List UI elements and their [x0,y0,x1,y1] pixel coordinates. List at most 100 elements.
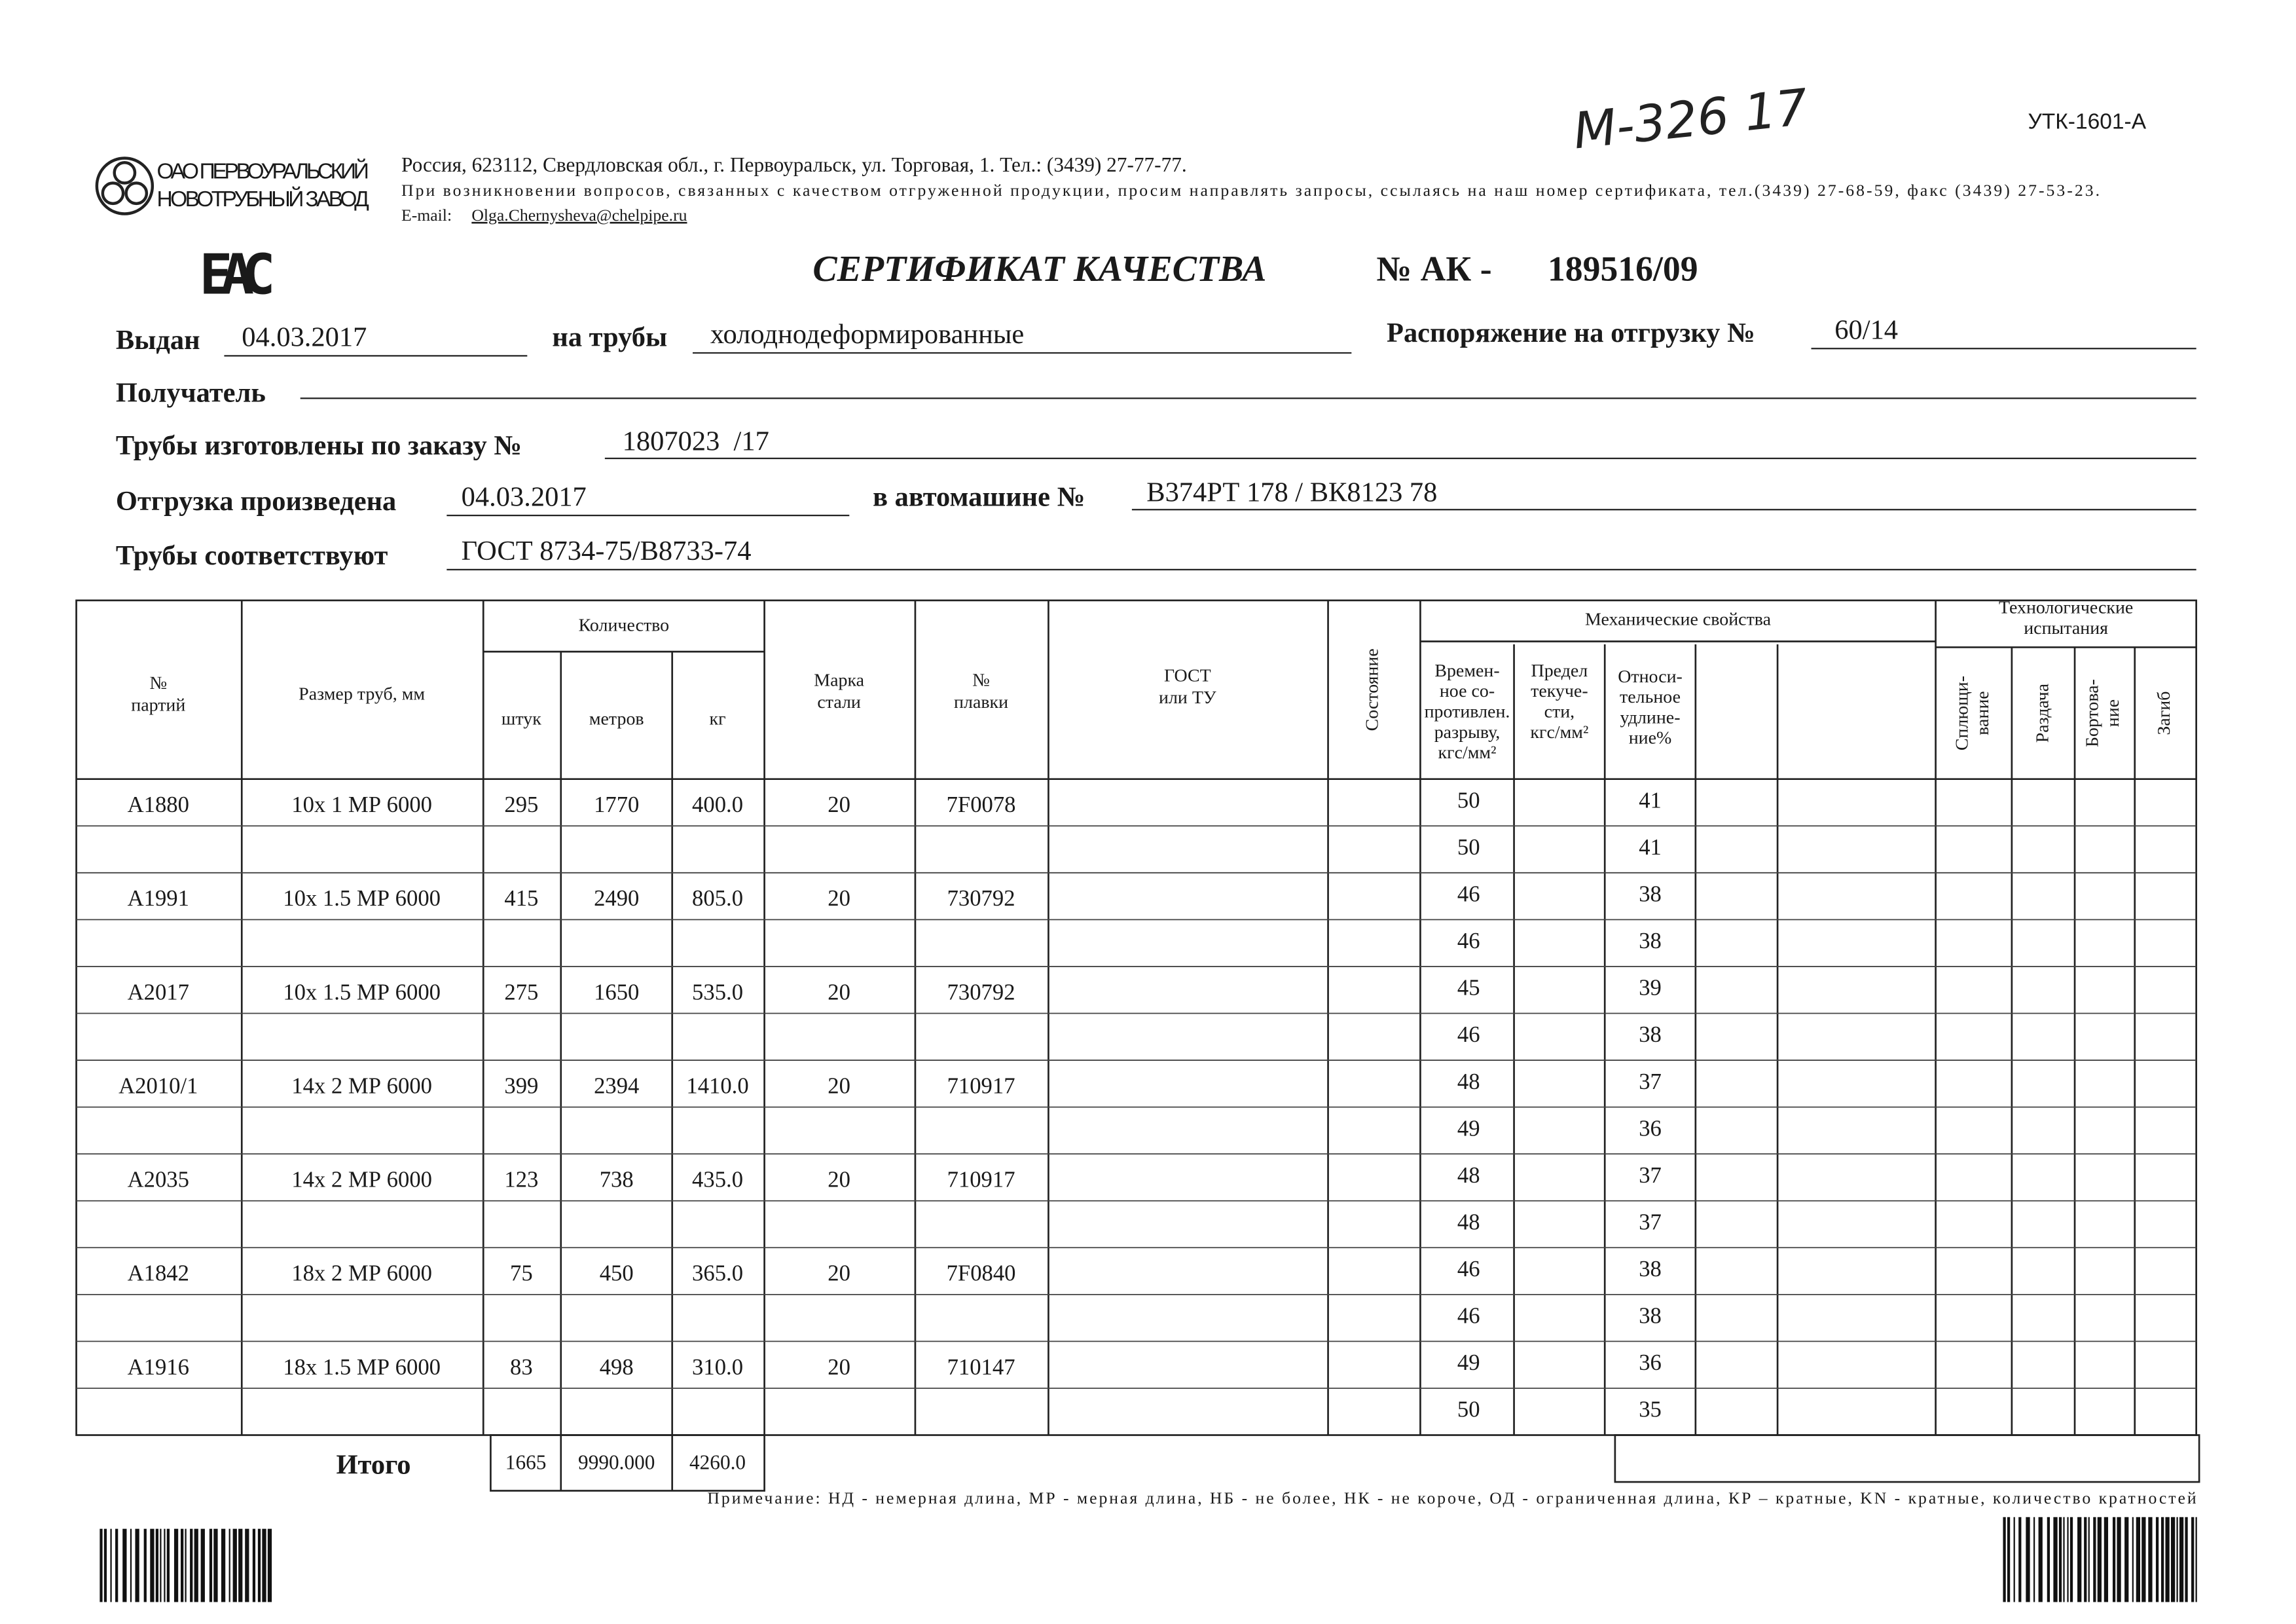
header-cell: Бортова- [2083,679,2103,747]
header-cell: Относи- [1618,667,1683,687]
barcode-bar [2141,1517,2146,1602]
barcode-bar [209,1528,213,1602]
barcode-bar [2136,1517,2141,1602]
table-cell: кг [710,709,726,729]
header-cell: Сплющи- [1952,676,1973,750]
eac-mark: ЕАС [199,242,275,307]
table-cell: 805.0 [692,886,743,911]
table-cell: 400.0 [692,792,743,817]
table-cell: 41 [1639,788,1662,813]
barcode-bar [2047,1517,2050,1602]
barcode-bar [221,1528,226,1602]
barcode-bar [2026,1517,2030,1602]
form-code: УТК-1601-А [2028,110,2146,134]
table-cell: 38 [1639,882,1662,907]
barcode-bar [2058,1517,2062,1602]
table-cell: 37 [1639,1069,1662,1094]
table-cell: штук [501,709,541,729]
table-cell: 50 [1457,788,1480,813]
table-cell: 9990.000 [578,1450,655,1473]
table-cell: 730792 [947,980,1015,1005]
barcode-bar [2093,1517,2096,1602]
header-cell: плавки [954,692,1008,712]
table-cell: 20 [828,1261,850,1286]
table-cell: 50 [1457,835,1480,860]
table-cell: 710917 [947,1073,1015,1098]
header-cell: удлине- [1620,707,1681,728]
table-cell: 50 [1457,1397,1480,1422]
table-cell: 10х 1 МР 6000 [291,792,432,817]
table-cell: 730792 [947,886,1015,911]
table-cell: Итого [337,1449,411,1480]
header-cell: № [149,673,167,693]
table-cell: 46 [1457,882,1480,907]
field-label: Распоряжение на отгрузку № [1387,318,1755,348]
barcode-bar [257,1528,261,1602]
barcode-bar [2088,1517,2090,1602]
table-cell: А1991 [128,886,189,911]
table-cell: 20 [828,1073,850,1098]
email: Olga.Chernysheva@chelpipe.ru [471,206,687,225]
header-cell: № [972,670,990,690]
table-cell: А1880 [128,792,189,817]
barcode-bar [2176,1517,2178,1602]
barcode-bar [164,1528,166,1602]
barcode-bar [110,1528,112,1602]
barcodes [100,1517,2197,1602]
header-cell: Марка [814,670,864,690]
barcode-bar [232,1528,237,1602]
barcode-bar [130,1528,132,1602]
table-cell: А1916 [128,1355,189,1380]
table-cell: А2035 [128,1168,189,1192]
table-cell: 1410.0 [686,1073,748,1098]
barcode-bar [213,1528,218,1602]
table-cell: 38 [1639,1022,1662,1047]
field-label: Трубы соответствуют [116,540,388,571]
header-cell: ние [2103,699,2123,727]
table-cell: 14х 2 МР 6000 [291,1073,432,1098]
logo [95,157,155,215]
table-cell: 46 [1457,1022,1480,1047]
table-cell: 365.0 [692,1261,743,1286]
email-label: E-mail: [401,206,452,225]
field-value: холоднодеформированные [710,319,1024,350]
barcode-bar [135,1528,139,1602]
table-cell: 435.0 [692,1168,743,1192]
header-cell: текуче- [1531,681,1588,701]
number-label: № АК - [1376,249,1491,288]
header-cell: вание [1973,691,1993,735]
table-cell: 35 [1639,1397,1662,1422]
barcode-bar [2033,1517,2035,1602]
total-box [490,1434,765,1492]
table-cell: 45 [1457,976,1480,1001]
barcode-bar [2179,1517,2184,1602]
company-address: Россия, 623112, Свердловская обл., г. Пе… [401,153,1187,176]
barcode-bar [166,1528,170,1602]
barcode-bar [2165,1517,2170,1602]
table-cell: 38 [1639,929,1662,953]
table-cell: 4260.0 [689,1450,746,1473]
barcode-bar [2003,1517,2006,1602]
company-name: НОВОТРУБНЫЙ ЗАВОД [157,187,370,212]
table-cell: 710147 [947,1355,1015,1380]
table-cell: метров [589,709,644,729]
field-value: В374РТ 178 / ВК8123 78 [1146,477,1437,508]
barcode-bar [2053,1517,2058,1602]
table-cell: 535.0 [692,980,743,1005]
table-cell: 498 [600,1355,634,1380]
table-cell: 10х 1.5 МР 6000 [283,980,441,1005]
table-cell: 46 [1457,1257,1480,1282]
table-cell: 710917 [947,1168,1015,1192]
barcode-bar [2063,1517,2065,1602]
barcode-bar [103,1528,107,1602]
barcode-bar [2069,1517,2073,1602]
table-cell: 2490 [594,886,639,911]
barcode-bar [262,1528,266,1602]
header-cell: или ТУ [1159,688,1216,708]
table-cell: 83 [510,1355,533,1380]
barcode-bar [2191,1517,2195,1602]
table-cell: А1842 [128,1261,189,1286]
